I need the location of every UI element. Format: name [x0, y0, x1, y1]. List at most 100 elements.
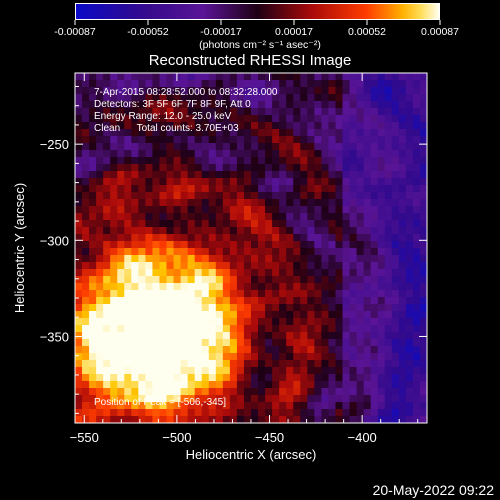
- heatmap-cell: [370, 192, 379, 200]
- heatmap-cell: [286, 339, 294, 347]
- heatmap-cell: [194, 213, 203, 221]
- heatmap-cell: [419, 374, 428, 382]
- heatmap-cell: [258, 332, 266, 340]
- heatmap-cell: [75, 206, 83, 214]
- heatmap-cell: [293, 157, 301, 165]
- heatmap-cell: [370, 360, 379, 368]
- heatmap-cell: [405, 346, 414, 354]
- heatmap-cell: [286, 374, 294, 382]
- heatmap-cell: [419, 234, 428, 242]
- heatmap-cell: [419, 199, 428, 207]
- heatmap-cell: [82, 311, 90, 319]
- heatmap-cell: [321, 311, 329, 319]
- heatmap-cell: [335, 388, 344, 396]
- heatmap-cell: [152, 339, 160, 347]
- heatmap-cell: [229, 101, 238, 109]
- heatmap-cell: [124, 178, 132, 186]
- heatmap-cell: [419, 157, 428, 165]
- heatmap-cell: [335, 143, 344, 151]
- heatmap-cell: [398, 150, 407, 158]
- heatmap-cell: [286, 304, 294, 312]
- heatmap-cell: [201, 360, 210, 368]
- heatmap-cell: [201, 311, 210, 319]
- heatmap-cell: [335, 381, 344, 389]
- heatmap-cell: [194, 115, 203, 123]
- heatmap-cell: [131, 136, 139, 144]
- heatmap-cell: [391, 143, 400, 151]
- heatmap-cell: [279, 171, 287, 179]
- heatmap-cell: [131, 164, 139, 172]
- heatmap-cell: [265, 283, 273, 291]
- heatmap-cell: [152, 213, 160, 221]
- heatmap-cell: [229, 150, 238, 158]
- heatmap-cell: [166, 115, 175, 123]
- heatmap-cell: [419, 381, 428, 389]
- heatmap-cell: [96, 73, 104, 81]
- heatmap-cell: [159, 87, 168, 95]
- heatmap-cell: [215, 213, 224, 221]
- heatmap-cell: [363, 248, 372, 256]
- heatmap-cell: [187, 101, 196, 109]
- heatmap-cell: [321, 185, 329, 193]
- heatmap-cell: [314, 318, 322, 326]
- heatmap-cell: [208, 402, 217, 410]
- heatmap-cell: [124, 220, 132, 228]
- heatmap-cell: [314, 262, 322, 270]
- heatmap-cell: [349, 395, 358, 403]
- heatmap-cell: [314, 381, 322, 389]
- heatmap-cell: [300, 192, 308, 200]
- heatmap-cell: [229, 206, 238, 214]
- heatmap-cell: [265, 122, 273, 130]
- heatmap-cell: [251, 416, 259, 424]
- heatmap-cell: [110, 129, 118, 137]
- heatmap-cell: [300, 346, 308, 354]
- heatmap-cell: [335, 171, 344, 179]
- heatmap-cell: [110, 395, 118, 403]
- heatmap-cell: [293, 185, 301, 193]
- heatmap-cell: [229, 143, 238, 151]
- heatmap-cell: [314, 367, 322, 375]
- heatmap-cell: [243, 108, 252, 116]
- heatmap-cell: [117, 241, 125, 249]
- heatmap-cell: [391, 346, 400, 354]
- heatmap-cell: [243, 234, 252, 242]
- heatmap-cell: [293, 360, 301, 368]
- heatmap-cell: [180, 206, 189, 214]
- heatmap-cell: [187, 122, 196, 130]
- heatmap-cell: [180, 297, 189, 305]
- heatmap-cell: [208, 213, 217, 221]
- heatmap-cell: [391, 150, 400, 158]
- heatmap-cell: [356, 150, 365, 158]
- heatmap-cell: [96, 101, 104, 109]
- heatmap-cell: [363, 332, 372, 340]
- heatmap-cell: [398, 213, 407, 221]
- heatmap-cell: [215, 325, 224, 333]
- heatmap-cell: [103, 157, 111, 165]
- heatmap-cell: [251, 290, 259, 298]
- heatmap-cell: [356, 374, 365, 382]
- heatmap-cell: [286, 213, 294, 221]
- heatmap-cell: [307, 129, 315, 137]
- heatmap-cell: [272, 374, 280, 382]
- heatmap-cell: [215, 94, 224, 102]
- heatmap-cell: [131, 80, 139, 88]
- heatmap-cell: [335, 325, 344, 333]
- heatmap-cell: [363, 374, 372, 382]
- heatmap-cell: [208, 178, 217, 186]
- heatmap-cell: [159, 227, 168, 235]
- heatmap-cell: [335, 73, 344, 81]
- heatmap-cell: [208, 290, 217, 298]
- heatmap-cell: [236, 353, 245, 361]
- heatmap-cell: [166, 122, 175, 130]
- heatmap-cell: [243, 311, 252, 319]
- heatmap-cell: [229, 94, 238, 102]
- heatmap-cell: [215, 262, 224, 270]
- heatmap-cell: [96, 269, 104, 277]
- heatmap-cell: [166, 339, 175, 347]
- heatmap-cell: [96, 220, 104, 228]
- heatmap-cell: [110, 234, 118, 242]
- heatmap-cell: [279, 87, 287, 95]
- heatmap-cell: [89, 332, 97, 340]
- heatmap-cell: [236, 360, 245, 368]
